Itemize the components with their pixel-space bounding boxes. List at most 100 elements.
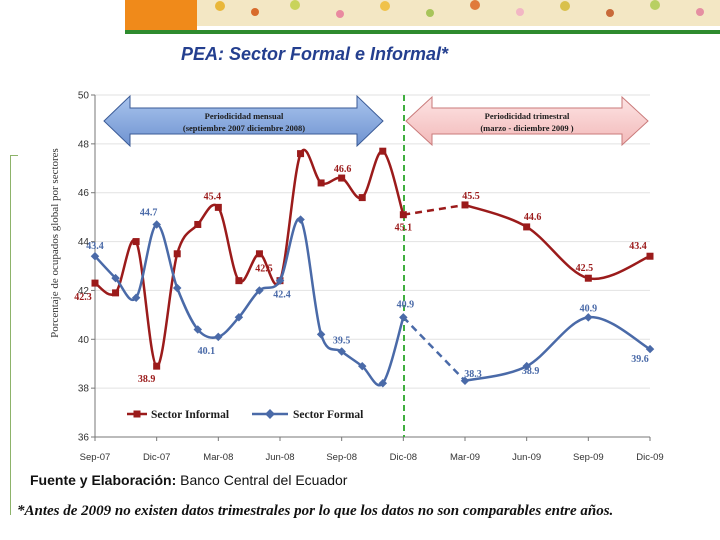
source-label: Fuente y Elaboración: <box>30 472 177 488</box>
y-axis-label: Porcentaje de ocupados global por sector… <box>49 148 61 338</box>
series-formal-marker <box>90 251 100 261</box>
series-formal-monthly-line <box>94 217 405 387</box>
data-label-informal: 43.4 <box>629 241 647 252</box>
data-label-formal: 43.4 <box>86 241 104 252</box>
data-label-informal: 42.5 <box>576 263 594 274</box>
series-informal-marker <box>317 179 325 187</box>
data-label-formal: 39.5 <box>333 336 351 347</box>
data-label-informal: 45.5 <box>462 191 480 202</box>
legend-informal-marker <box>133 410 141 418</box>
quarterly-annotation-line1: Periodicidad trimestral <box>485 111 570 121</box>
series-informal-marker <box>91 279 99 287</box>
y-tick-label: 46 <box>78 188 90 199</box>
legend: Sector Informal Sector Formal <box>127 409 363 421</box>
x-tick-label: Mar-08 <box>203 452 233 463</box>
x-tick-label: Sep-09 <box>573 452 604 463</box>
data-label-formal: 39.6 <box>631 354 649 365</box>
series-informal-marker <box>173 250 181 258</box>
data-label-formal: 40.1 <box>198 346 216 357</box>
series-formal-marker <box>275 276 285 285</box>
data-label-informal: 44.6 <box>524 212 542 223</box>
series-informal-marker <box>297 150 305 158</box>
source-value: Banco Central del Ecuador <box>176 472 348 488</box>
series-informal-marker <box>112 289 120 297</box>
series-formal-marker <box>645 344 655 354</box>
data-label-informal: 46.6 <box>334 164 352 175</box>
series-formal-transition-line <box>402 316 466 382</box>
series-informal-marker <box>338 174 346 182</box>
y-tick-label: 50 <box>78 91 90 102</box>
y-tick-label: 48 <box>78 139 90 150</box>
y-tick-label: 42 <box>78 286 90 297</box>
series-formal-marker <box>316 330 326 339</box>
left-rule-tick <box>10 155 18 156</box>
series-informal-marker <box>214 203 222 211</box>
legend-informal-label: Sector Informal <box>151 409 229 421</box>
data-label-informal: 42.3 <box>74 292 92 303</box>
series-formal-marker <box>460 376 470 386</box>
monthly-annotation-line1: Periodicidad mensual <box>205 111 284 121</box>
series-formal-marker <box>296 215 305 224</box>
data-labels: 42.3 38.9 45.4 42.5 46.6 45.1 45.5 44.6 42.5 43.4… <box>74 164 649 385</box>
x-tick-label: Sep-08 <box>326 452 357 463</box>
banner-graphic <box>125 0 720 34</box>
series-informal-monthly-line <box>94 148 405 368</box>
series-informal-marker <box>194 220 202 228</box>
data-label-formal: 38.3 <box>464 369 482 380</box>
quarterly-annotation: Periodicidad trimestral (marzo - diciemb… <box>405 95 649 147</box>
series-informal-marker <box>646 252 654 260</box>
data-label-formal: 44.7 <box>140 207 158 218</box>
series-formal-marker <box>358 361 367 371</box>
banner-flower-strip <box>197 0 720 26</box>
series-informal-marker <box>358 194 366 202</box>
x-tick-label: Jun-08 <box>265 452 294 463</box>
series-formal-marker <box>214 332 223 342</box>
data-label-formal: 40.9 <box>397 299 415 310</box>
data-label-informal: 45.4 <box>204 191 222 202</box>
y-tick-label: 40 <box>78 335 90 346</box>
page-title: PEA: Sector Formal e Informal* <box>181 44 449 64</box>
series-informal-marker <box>132 238 140 246</box>
quarterly-arrow <box>405 95 649 147</box>
y-tick-label: 36 <box>78 433 90 444</box>
series-informal-marker <box>399 211 407 219</box>
series-informal-marker <box>235 277 243 285</box>
left-rule <box>10 155 11 515</box>
series-formal-marker <box>378 379 388 388</box>
y-tick-labels: 36 38 40 42 44 46 48 50 <box>78 91 90 444</box>
legend-formal-label: Sector Formal <box>293 409 363 421</box>
x-tick-label: Sep-07 <box>80 452 111 463</box>
series-formal-marker <box>172 283 182 293</box>
series-informal <box>91 147 654 370</box>
data-label-formal: 38.9 <box>522 366 540 377</box>
monthly-annotation-line2: (septiembre 2007 diciembre 2008) <box>183 123 305 133</box>
series-informal-marker <box>461 201 469 209</box>
series-formal-quarterly-line <box>464 316 651 383</box>
data-label-informal: 42.5 <box>255 264 273 275</box>
y-tick-label: 38 <box>78 384 90 395</box>
series-informal-marker <box>379 147 387 155</box>
x-tick-labels: Sep-07 Dic-07 Mar-08 Jun-08 Sep-08 Dic-08 Mar-… <box>80 452 664 463</box>
series-informal-transition-line <box>403 203 466 216</box>
source-line: Fuente y Elaboración: Banco Central del … <box>30 472 347 488</box>
y-tick-label: 44 <box>78 237 90 248</box>
data-label-informal: 38.9 <box>138 374 156 385</box>
series-area <box>90 147 655 388</box>
banner-orange-block <box>125 0 197 30</box>
series-informal-quarterly-line <box>464 203 651 281</box>
monthly-arrow <box>103 94 384 148</box>
banner-green-line <box>125 30 720 34</box>
series-formal-marker <box>255 286 264 295</box>
decorative-banner <box>125 0 720 34</box>
footnote: *Antes de 2009 no existen datos trimestr… <box>17 503 614 519</box>
series-informal-marker <box>523 223 531 231</box>
monthly-annotation: Periodicidad mensual (septiembre 2007 di… <box>103 94 384 148</box>
series-formal <box>90 215 655 388</box>
series-formal-marker <box>584 313 593 322</box>
data-label-formal: 40.9 <box>580 303 598 314</box>
x-tick-label: Dic-09 <box>636 452 663 463</box>
x-tick-label: Mar-09 <box>450 452 480 463</box>
series-formal-marker <box>522 361 531 371</box>
series-formal-marker <box>152 220 161 229</box>
series-informal-marker <box>584 274 592 282</box>
